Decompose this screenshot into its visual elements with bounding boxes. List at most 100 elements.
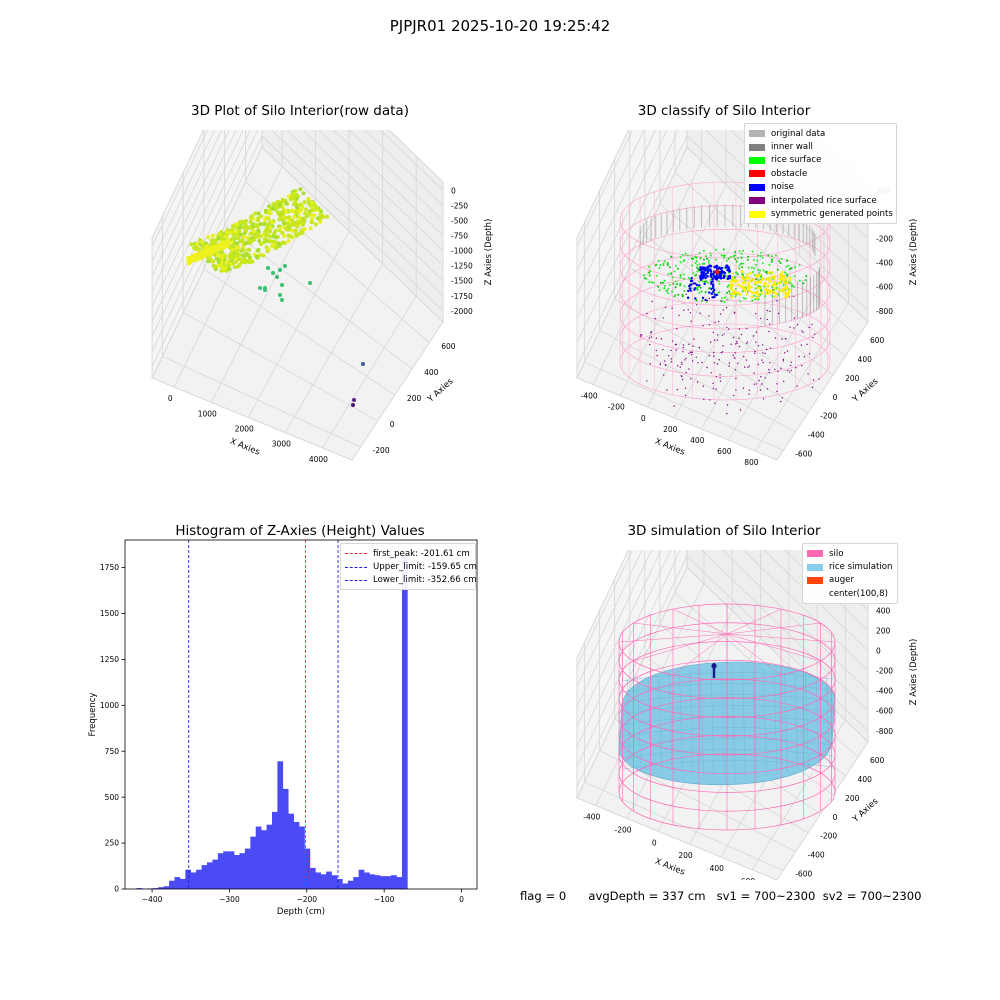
interpolated-point	[702, 325, 704, 327]
histogram-bar	[190, 872, 197, 889]
histogram-bar	[239, 853, 246, 889]
cls-y-tick: 400	[858, 355, 873, 364]
interpolated-point	[682, 344, 685, 346]
rice-surface-point	[235, 222, 240, 227]
rice-surface-point	[696, 288, 699, 291]
rice-surface-point	[721, 297, 723, 300]
interpolated-point	[769, 310, 771, 313]
interpolated-point	[693, 338, 695, 340]
rice-surface-point	[667, 287, 670, 290]
silo-roof-line	[726, 633, 836, 643]
interpolated-point	[654, 317, 657, 320]
interpolated-point	[746, 342, 748, 345]
noise-point	[694, 297, 697, 300]
rice-surface-point	[274, 244, 279, 249]
interpolated-point	[703, 398, 705, 400]
symmetric-point	[731, 283, 735, 287]
rice-surface-point	[279, 215, 283, 220]
rice-surface-point	[265, 227, 270, 231]
cls-grid-x	[673, 231, 776, 419]
interpolated-point	[752, 335, 755, 337]
rice-surface-point	[747, 255, 750, 258]
sim-z-tick: -600	[876, 707, 893, 716]
symmetric-point	[788, 279, 792, 282]
rice-surface-point	[212, 241, 217, 246]
sim-grid-z	[576, 550, 869, 747]
legend-entry: center(100,8)	[807, 587, 893, 600]
legend-swatch	[807, 576, 823, 584]
rice-mesh-line	[668, 672, 673, 771]
rice-surface-point	[700, 290, 703, 293]
rice-surface-point	[237, 252, 242, 257]
rice-surface-point	[243, 222, 248, 227]
symmetric-point	[784, 295, 788, 298]
interpolated-point	[801, 364, 803, 367]
rice-surface-point	[648, 265, 650, 268]
noise-point	[711, 272, 715, 276]
noise-point	[703, 269, 707, 272]
interpolated-point	[733, 394, 735, 397]
legend-entry: Lower_limit: -352.66 cm	[345, 574, 477, 587]
rice-surface-point	[667, 272, 670, 275]
silo-roof-line	[618, 633, 728, 643]
rice-surface-point	[315, 206, 319, 211]
interpolated-point	[803, 356, 806, 358]
cls-x-tick: 800	[744, 458, 759, 467]
rice-surface-point	[247, 260, 252, 265]
rice-surface-point	[237, 229, 242, 234]
rice-surface-point	[302, 216, 307, 221]
rice-mesh-line	[622, 694, 834, 704]
interpolated-point	[787, 369, 789, 372]
interpolated-point	[662, 349, 664, 351]
silo-roof-line	[726, 633, 821, 662]
rice-mesh-line	[622, 749, 834, 759]
rice-surface-point	[735, 271, 737, 274]
legend-swatch	[807, 563, 823, 571]
histogram-bar	[385, 876, 392, 889]
rice-surface-point	[262, 237, 267, 242]
noise-point	[709, 269, 712, 272]
panel-1-title: 3D Plot of Silo Interior(row data)	[191, 103, 409, 119]
histogram-bar	[358, 869, 365, 889]
interpolated-point	[807, 373, 809, 375]
symmetric-point	[782, 279, 786, 283]
symmetric-point	[731, 272, 735, 275]
histogram-bar	[207, 862, 213, 889]
rice-surface-point	[254, 254, 259, 259]
rice-surface-point	[302, 200, 307, 205]
rice-surface-point	[293, 231, 298, 236]
legend-swatch	[749, 210, 765, 218]
rice-surface-point	[262, 222, 266, 227]
symmetric-point	[766, 288, 770, 292]
interpolated-point	[726, 412, 728, 415]
center-marker	[711, 663, 717, 669]
rice-surface-point	[278, 203, 282, 208]
interpolated-point	[676, 365, 679, 367]
cls-grid-y	[629, 266, 821, 395]
rice-mesh-line	[731, 663, 736, 783]
interpolated-point	[715, 388, 717, 390]
interpolated-point	[671, 340, 674, 342]
rice-surface-point	[756, 259, 759, 262]
noise-point	[712, 287, 715, 290]
raw-x-tick: 1000	[198, 409, 217, 418]
symmetric-point	[755, 296, 759, 300]
legend-swatch	[749, 130, 765, 138]
interpolated-point	[687, 309, 689, 311]
rice-surface-point	[805, 275, 808, 278]
interpolated-point	[764, 352, 766, 355]
raw-z-tick: -250	[451, 201, 468, 210]
interpolated-point	[682, 346, 684, 349]
rice-surface-point	[195, 246, 200, 251]
rice-surface-point	[739, 300, 742, 303]
rice-surface-point	[738, 250, 741, 253]
interpolated-point	[678, 314, 680, 317]
rice-surface-point	[663, 279, 666, 282]
rice-surface-point	[686, 254, 689, 257]
interpolated-point	[732, 336, 735, 339]
rice-surface-point	[223, 234, 228, 239]
interpolated-point	[753, 372, 755, 374]
symmetric-point	[758, 280, 762, 284]
rice-surface-point	[211, 259, 216, 264]
rice-surface-point	[201, 251, 206, 256]
